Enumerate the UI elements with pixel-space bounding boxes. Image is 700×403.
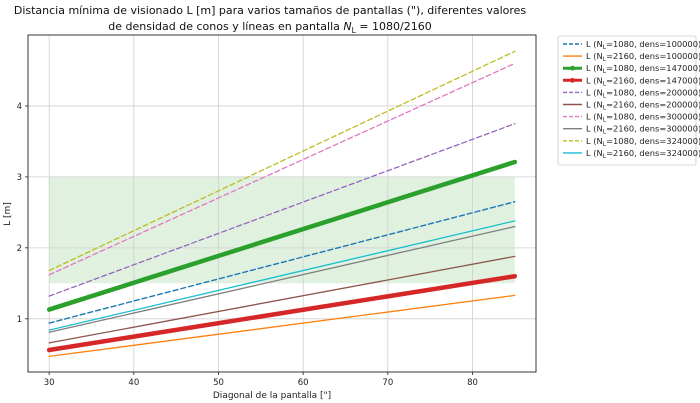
y-tick-label: 2 — [17, 244, 22, 254]
x-axis-label: Diagonal de la pantalla ["] — [213, 391, 331, 401]
series-line-4 — [46, 273, 518, 353]
x-tick-label: 70 — [382, 378, 393, 388]
legend-marker-4 — [570, 77, 575, 83]
legend-label-2: L (NL=2160, dens=100000) — [586, 51, 700, 63]
legend-label-7: L (NL=1080, dens=300000) — [586, 112, 700, 124]
chart-title-line2: de densidad de conos y líneas en pantall… — [108, 20, 431, 35]
legend-label-8: L (NL=2160, dens=300000) — [586, 124, 700, 136]
chart-title-line1: Distancia mínima de visionado L [m] para… — [14, 4, 527, 17]
series-line-1 — [48, 201, 516, 324]
series-line-3 — [46, 159, 518, 312]
legend-label-1: L (NL=1080, dens=100000) — [586, 39, 700, 51]
legend-label-4: L (NL=2160, dens=147000) — [586, 75, 700, 87]
y-tick-label: 3 — [17, 173, 22, 183]
x-tick-label: 60 — [298, 378, 309, 388]
legend: L (NL=1080, dens=100000)L (NL=2160, dens… — [557, 35, 700, 166]
y-tick-label: 1 — [17, 315, 22, 325]
legend-label-9: L (NL=1080, dens=324000) — [586, 136, 700, 148]
x-tick-label: 50 — [213, 378, 224, 388]
legend-label-3: L (NL=1080, dens=147000) — [586, 63, 700, 75]
y-tick-label: 4 — [17, 102, 22, 112]
series-line-8 — [48, 225, 516, 333]
series-line-2 — [48, 294, 516, 358]
legend-marker-3 — [570, 65, 575, 71]
x-tick-label: 40 — [128, 378, 139, 388]
x-tick-label: 30 — [44, 378, 55, 388]
legend-label-5: L (NL=1080, dens=200000) — [586, 87, 700, 99]
series-line-5 — [48, 123, 516, 297]
legend-box — [557, 35, 697, 166]
legend-label-6: L (NL=2160, dens=200000) — [586, 100, 700, 112]
series-line-7 — [48, 62, 516, 276]
axes-frame — [27, 34, 537, 373]
shaded-band — [49, 176, 515, 284]
series-line-10 — [48, 220, 516, 331]
x-tick-label: 80 — [467, 378, 478, 388]
plot-area: 30 40 50 60 70 80 1 2 3 4 — [17, 34, 537, 388]
series-line-6 — [48, 255, 516, 344]
y-axis-label: L [m] — [3, 202, 13, 226]
legend-label-10: L (NL=2160, dens=324000) — [586, 148, 700, 160]
series-line-9 — [48, 50, 516, 272]
